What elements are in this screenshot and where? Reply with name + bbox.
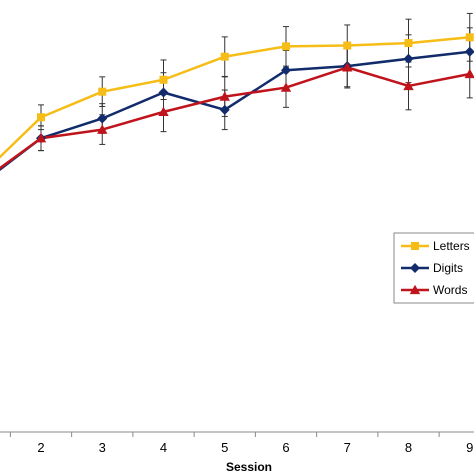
data-point-digits <box>219 104 230 115</box>
data-point-letters <box>404 39 413 48</box>
data-point-digits <box>158 87 169 98</box>
legend-item-letters: Letters <box>401 239 470 253</box>
x-tick-label: 5 <box>221 440 228 455</box>
legend-marker-words <box>409 284 421 295</box>
x-tick-label: 8 <box>405 440 412 455</box>
x-tick-label: 3 <box>99 440 106 455</box>
data-point-digits <box>464 46 474 57</box>
legend-label-digits: Digits <box>433 261 463 275</box>
legend-items: Letters Digits Words <box>401 239 470 297</box>
legend: Letters Digits Words <box>393 232 474 304</box>
x-axis-tick-labels: 2 3 4 5 6 7 8 9 <box>37 440 473 455</box>
data-point-words <box>219 91 230 101</box>
x-axis-ticks <box>9 432 440 437</box>
data-point-letters <box>343 41 352 50</box>
data-point-letters <box>98 87 107 96</box>
legend-item-digits: Digits <box>401 261 463 275</box>
data-point-words <box>35 133 47 143</box>
legend-marker-digits <box>410 263 420 273</box>
data-point-words <box>464 68 474 79</box>
x-tick-label: 9 <box>466 440 473 455</box>
legend-marker-letters <box>411 242 419 250</box>
data-point-letters <box>220 52 229 61</box>
data-point-letters <box>282 42 290 51</box>
x-axis-title: Session <box>226 460 272 474</box>
data-point-letters <box>37 113 45 122</box>
series-markers <box>35 33 474 144</box>
data-point-words <box>158 106 169 117</box>
legend-label-words: Words <box>433 283 467 297</box>
data-point-digits <box>281 65 291 76</box>
x-tick-label: 4 <box>160 440 167 455</box>
data-point-letters <box>465 33 474 42</box>
x-tick-label: 7 <box>344 440 351 455</box>
series-line-words <box>0 66 470 170</box>
data-point-digits <box>403 53 414 64</box>
data-point-words <box>342 62 353 72</box>
legend-item-words: Words <box>401 283 467 297</box>
data-point-digits <box>97 113 108 124</box>
data-point-words <box>97 124 108 134</box>
data-point-words <box>403 80 414 91</box>
data-point-letters <box>159 75 168 84</box>
series-line-digits <box>0 50 470 171</box>
series-line-letters <box>0 36 470 159</box>
x-tick-label: 6 <box>282 440 289 455</box>
x-tick-label: 2 <box>37 440 44 455</box>
series-lines <box>0 36 470 171</box>
data-point-words <box>280 82 292 92</box>
legend-label-letters: Letters <box>433 239 470 253</box>
